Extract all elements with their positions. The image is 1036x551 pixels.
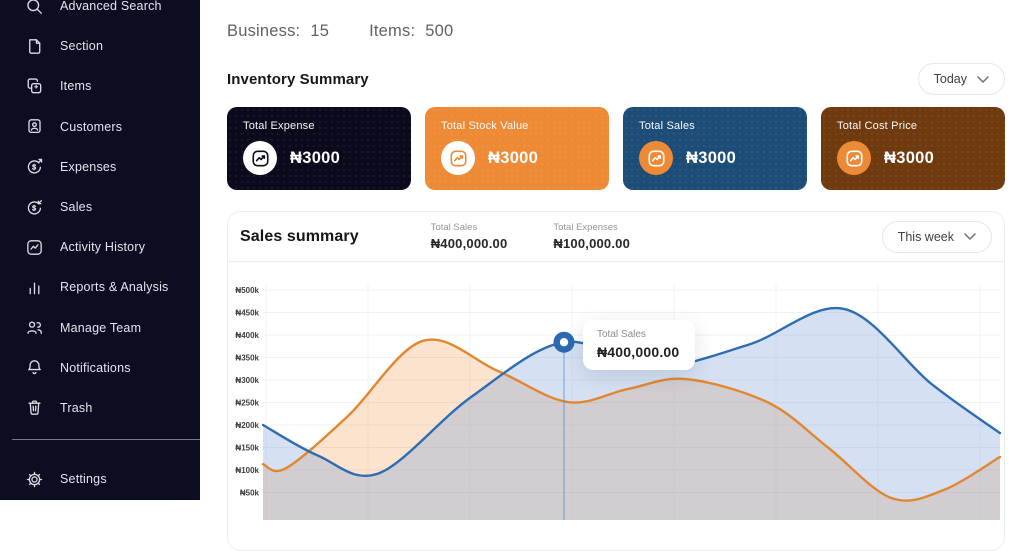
inventory-summary-title: Inventory Summary: [227, 70, 369, 88]
copy-plus-icon: [25, 77, 44, 96]
stat-card-label: Total Expense: [243, 120, 315, 132]
dollar-in-icon: $: [25, 198, 44, 217]
search-icon: [25, 0, 44, 16]
inventory-period-dropdown[interactable]: Today: [917, 63, 1005, 95]
svg-text:$: $: [32, 204, 36, 212]
users-icon: [25, 318, 44, 337]
sales-summary-header: Sales summary Total Sales ₦400,000.00 To…: [228, 212, 1004, 262]
chevron-down-icon: [964, 233, 976, 240]
chevron-down-icon: [977, 75, 989, 83]
items-label: Items:: [369, 22, 416, 40]
y-axis-tick: ₦350k: [235, 353, 259, 362]
sidebar-item-label: Activity History: [60, 240, 146, 255]
sidebar-item-label: Items: [60, 79, 92, 94]
chart-tooltip: Total Sales ₦400,000.00: [583, 320, 696, 370]
stat-card-value: ₦3000: [884, 148, 935, 167]
tooltip-value: ₦400,000.00: [597, 344, 680, 360]
sales-chart: ₦50k ₦100k ₦150k ₦200k ₦250k ₦300k ₦350k ₦400k ₦…: [228, 270, 1006, 520]
sidebar-item-items[interactable]: Items: [0, 66, 200, 106]
trend-icon: [441, 141, 475, 175]
sales-period-dropdown[interactable]: This week: [881, 220, 992, 253]
y-axis-tick: ₦450k: [235, 308, 259, 317]
business-stats: Business: 15 Items: 500: [227, 22, 1005, 41]
stat-card-value: ₦3000: [488, 148, 539, 167]
chart-marker[interactable]: [553, 331, 575, 520]
sidebar-item-trash[interactable]: Trash: [0, 388, 200, 428]
stat-card-value: ₦3000: [686, 148, 737, 167]
inventory-period-value: Today: [933, 72, 967, 86]
sidebar-item-customers[interactable]: Customers: [0, 107, 200, 147]
sidebar-item-label: Expenses: [60, 159, 117, 174]
trend-icon: [639, 141, 673, 175]
sidebar-item-reports-analysis[interactable]: Reports & Analysis: [0, 267, 200, 307]
stat-card-total-expense: Total Expense ₦3000: [227, 107, 411, 190]
bar-chart-icon: [25, 278, 44, 297]
total-sales-value: ₦400,000.00: [430, 235, 508, 251]
stat-card-value: ₦3000: [290, 148, 341, 167]
y-axis-tick: ₦500k: [235, 286, 259, 295]
svg-text:$: $: [32, 164, 36, 172]
sidebar-item-label: Sales: [60, 200, 93, 215]
y-axis-tick: ₦150k: [235, 443, 259, 452]
items-value: 500: [425, 22, 454, 40]
sidebar-item-label: Section: [60, 39, 104, 54]
sidebar-item-label: Manage Team: [60, 320, 142, 335]
y-axis-tick: ₦300k: [235, 376, 259, 385]
y-axis-tick: ₦100k: [235, 466, 259, 475]
sidebar-nav: Advanced Search Section Items Customers $ Exp…: [0, 0, 200, 428]
file-icon: [25, 37, 44, 56]
y-axis-tick: ₦50k: [240, 488, 260, 497]
total-sales-stat: Total Sales ₦400,000.00: [431, 223, 508, 250]
badge-user-icon: [25, 117, 44, 136]
y-axis-tick: ₦400k: [235, 331, 259, 340]
trash-icon: [25, 398, 44, 417]
total-expenses-stat: Total Expenses ₦100,000.00: [553, 223, 630, 250]
y-axis-tick: ₦200k: [235, 421, 259, 430]
stat-card-label: Total Cost Price: [837, 120, 918, 132]
total-expenses-label: Total Expenses: [553, 222, 618, 234]
stat-card-label: Total Sales: [639, 120, 696, 132]
bell-icon: [25, 358, 44, 377]
total-sales-label: Total Sales: [430, 222, 478, 234]
stat-card-total-cost-price: Total Cost Price ₦3000: [821, 107, 1005, 190]
trend-icon: [837, 141, 871, 175]
stat-card-label: Total Stock Value: [441, 120, 529, 132]
activity-icon: [25, 238, 44, 257]
y-axis-tick: ₦250k: [235, 398, 259, 407]
business-value: 15: [310, 22, 330, 40]
sidebar-item-settings[interactable]: Settings: [0, 459, 200, 499]
sidebar-item-advanced-search[interactable]: Advanced Search: [0, 0, 200, 26]
sidebar-item-manage-team[interactable]: Manage Team: [0, 308, 200, 348]
sidebar-divider: [12, 439, 200, 441]
sales-period-value: This week: [897, 229, 954, 244]
sidebar-item-expenses[interactable]: $ Expenses: [0, 147, 200, 187]
dollar-out-icon: $: [25, 157, 44, 176]
sidebar-item-notifications[interactable]: Notifications: [0, 348, 200, 388]
sidebar-item-label: Customers: [60, 119, 123, 134]
sidebar-item-label: Notifications: [60, 360, 131, 375]
stat-card-total-sales: Total Sales ₦3000: [623, 107, 807, 190]
total-expenses-value: ₦100,000.00: [553, 235, 631, 251]
trend-icon: [243, 141, 277, 175]
sidebar-item-sales[interactable]: $ Sales: [0, 187, 200, 227]
stat-cards-row: Total Expense ₦3000 Total Stock Value ₦3000…: [227, 107, 1005, 190]
sidebar-item-activity-history[interactable]: Activity History: [0, 227, 200, 267]
gear-icon: [25, 470, 44, 489]
tooltip-label: Total Sales: [597, 329, 646, 340]
main-content: Business: 15 Items: 500 Inventory Summar…: [200, 0, 1036, 551]
sidebar-item-label: Advanced Search: [60, 0, 162, 14]
sales-summary-card: Sales summary Total Sales ₦400,000.00 To…: [227, 211, 1005, 551]
stat-card-total-stock-value: Total Stock Value ₦3000: [425, 107, 609, 190]
sidebar-item-label: Reports & Analysis: [60, 280, 169, 295]
sidebar-item-section[interactable]: Section: [0, 26, 200, 66]
business-label: Business:: [227, 22, 301, 40]
sidebar: Advanced Search Section Items Customers $ Exp…: [0, 0, 200, 500]
sales-summary-title: Sales summary: [240, 227, 359, 245]
sidebar-item-label: Settings: [60, 472, 107, 487]
sidebar-item-label: Trash: [60, 400, 93, 415]
